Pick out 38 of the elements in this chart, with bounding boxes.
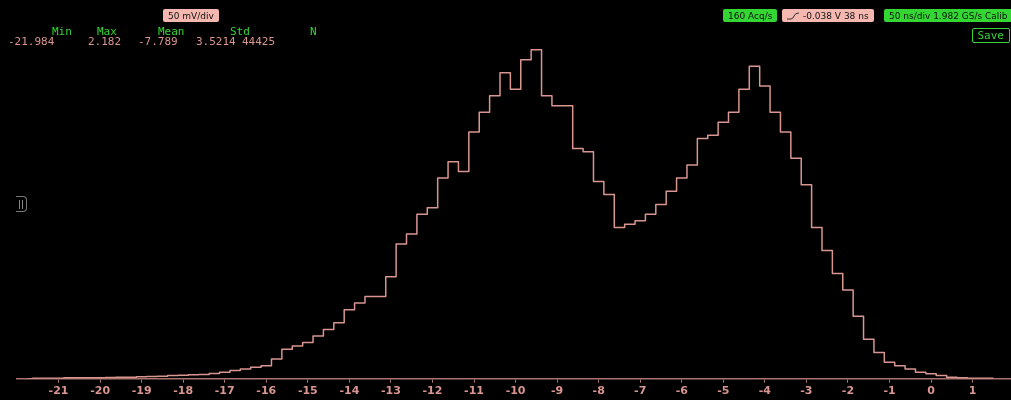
text: -21.984 [8,35,55,48]
x-tick-label: -3 [800,384,813,398]
text: Min [52,25,72,38]
text: N [310,25,317,38]
x-tick-label: -15 [297,384,318,398]
x-tick-label: -18 [173,384,194,398]
text: 3.5214 [196,35,236,48]
text: Mean [158,25,185,38]
text: 50 mV/div [168,10,214,21]
x-tick-label: -9 [551,384,564,398]
text: Save [977,29,1004,42]
text: -7.789 [138,35,178,48]
x-tick-label: -13 [381,384,401,398]
text: Max [97,25,117,38]
x-tick-label: -19 [131,384,152,398]
x-tick-label: -6 [675,384,689,398]
text: 50 ns/div 1.982 GS/s Calib [889,10,1008,21]
text: 160 Acq/s [728,10,773,21]
x-tick-label: -12 [422,384,443,398]
x-tick-label: -8 [592,384,605,398]
text: Std [230,25,250,38]
x-tick-label: -20 [90,384,111,398]
x-tick-label: -7 [634,384,647,398]
text: -0.038 V 38 ns [803,10,869,21]
x-tick-label: 1 [968,384,977,398]
x-tick-label: -16 [256,384,277,398]
x-tick-label: -1 [883,384,896,398]
x-tick-label: -14 [339,384,360,398]
x-tick-label: -4 [758,384,772,398]
x-tick-label: -5 [717,384,730,398]
x-tick-label: -17 [214,384,235,398]
x-tick-label: -11 [464,384,484,398]
x-tick-label: -10 [505,384,526,398]
text: 44425 [242,35,276,48]
x-tick-label: 0 [927,384,936,398]
text: 2.182 [88,35,122,48]
x-tick-label: -2 [841,384,855,398]
x-tick-label: -21 [48,384,69,398]
